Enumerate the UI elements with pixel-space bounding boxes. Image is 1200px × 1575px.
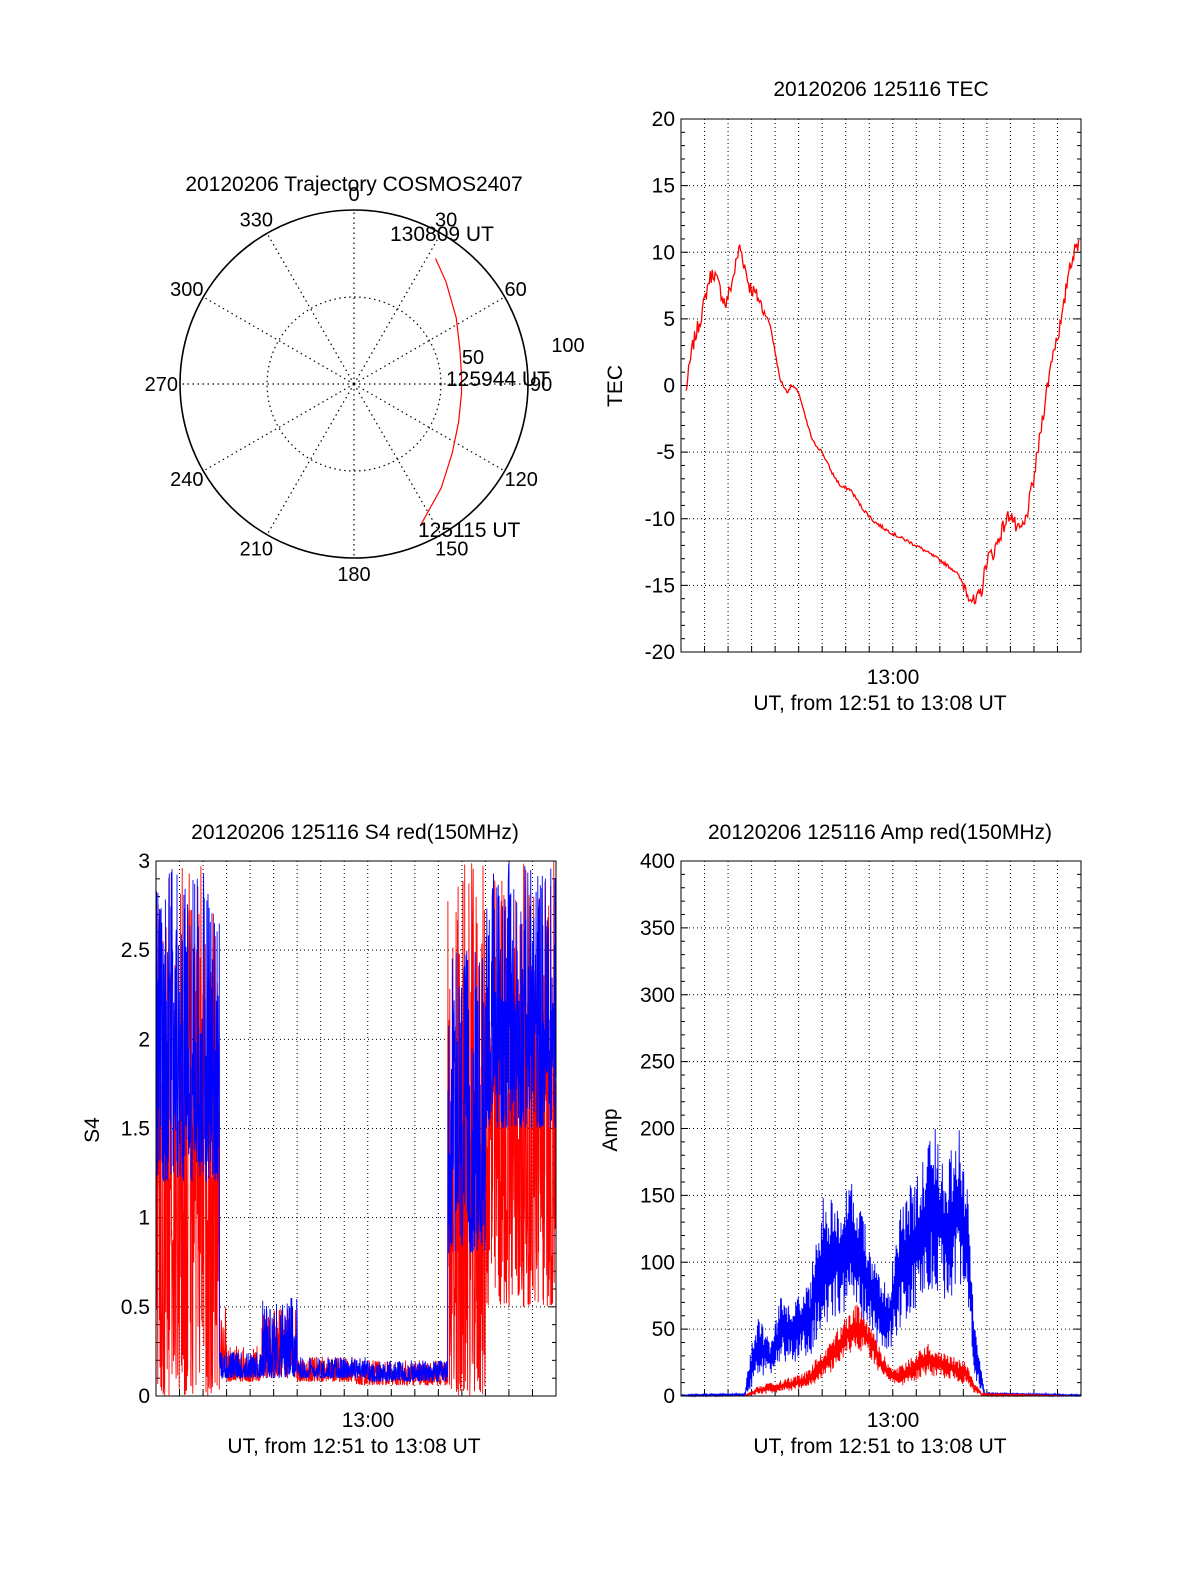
y-tick-label: 15 bbox=[652, 175, 675, 198]
polar-spoke-30 bbox=[353, 233, 442, 385]
amp-x-axis-label: UT, from 12:51 to 13:08 UT bbox=[753, 1435, 1006, 1458]
y-tick-label: 100 bbox=[640, 1251, 675, 1274]
polar-spoke-300 bbox=[203, 296, 355, 385]
polar-radial-tick-50: 50 bbox=[462, 347, 484, 369]
polar-angle-tick-30: 30 bbox=[435, 209, 457, 231]
amp-x-tick-label: 13:00 bbox=[867, 1409, 920, 1432]
tec-grid bbox=[681, 118, 1081, 653]
tec-series-line bbox=[685, 239, 1080, 605]
amp-red-series bbox=[681, 1304, 1081, 1398]
y-tick-label: -5 bbox=[656, 441, 675, 464]
polar-angle-tick-120: 120 bbox=[505, 469, 538, 491]
s4-x-axis-label: UT, from 12:51 to 13:08 UT bbox=[227, 1435, 480, 1458]
polar-spoke-120 bbox=[353, 383, 505, 472]
polar-outer-ring bbox=[179, 209, 529, 559]
y-tick-label: -20 bbox=[645, 641, 675, 664]
annotation-start-time: 125115 UT bbox=[418, 519, 521, 542]
polar-angle-tick-60: 60 bbox=[505, 279, 527, 301]
y-tick-label: 350 bbox=[640, 917, 675, 940]
amp-title: 20120206 125116 Amp red(150MHz) bbox=[708, 821, 1052, 844]
y-tick-label: 50 bbox=[652, 1318, 675, 1341]
amp-trace bbox=[681, 1304, 1081, 1398]
y-tick-label: 150 bbox=[640, 1184, 675, 1207]
polar-spoke-240 bbox=[203, 383, 355, 472]
y-tick-label: 10 bbox=[652, 241, 675, 264]
polar-spoke-60 bbox=[353, 296, 505, 385]
s4-trace bbox=[155, 861, 557, 1383]
tec-y-tick-labels: -20 -15 -10 -5 0 5 10 15 20 bbox=[645, 108, 675, 664]
tec-x-tick-label: 13:00 bbox=[867, 666, 920, 689]
polar-angle-tick-180: 180 bbox=[337, 564, 370, 586]
tec-title: 20120206 125116 TEC bbox=[773, 78, 988, 101]
annotation-end-time: 130809 UT bbox=[390, 223, 494, 246]
polar-angle-tick-300: 300 bbox=[170, 279, 203, 301]
polar-angle-tick-90: 90 bbox=[530, 374, 552, 396]
y-tick-label: 1 bbox=[138, 1207, 150, 1230]
trajectory-title: 20120206 Trajectory COSMOS2407 bbox=[185, 173, 522, 196]
y-tick-label: 0 bbox=[663, 375, 675, 398]
y-tick-label: 300 bbox=[640, 984, 675, 1007]
polar-spoke-150 bbox=[353, 383, 442, 535]
polar-grid bbox=[179, 209, 529, 559]
trajectory-track bbox=[419, 258, 463, 527]
polar-angle-tick-240: 240 bbox=[170, 469, 203, 491]
amp-y-tick-labels: 0 50 100 150 200 250 300 350 400 bbox=[640, 850, 675, 1408]
amp-plot-frame bbox=[680, 860, 1082, 1397]
s4-blue-series bbox=[155, 861, 557, 1383]
polar-angle-tick-330: 330 bbox=[240, 209, 273, 231]
y-tick-label: 400 bbox=[640, 850, 675, 873]
polar-angle-ticks: 0 30 60 90 120 150 180 210 240 270 300 330 bbox=[145, 184, 553, 586]
y-tick-label: 0.5 bbox=[121, 1296, 150, 1319]
s4-plot-frame bbox=[155, 860, 557, 1397]
s4-chart: 20120206 125116 S4 red(150MHz) 0 0.5 1 1.5 2… bbox=[81, 821, 557, 1458]
amp-y-axis-label: Amp bbox=[599, 1108, 622, 1151]
y-tick-label: 3 bbox=[138, 850, 150, 873]
polar-spoke-210 bbox=[266, 383, 355, 535]
polar-radial-tick-100: 100 bbox=[551, 335, 584, 357]
polar-angle-tick-210: 210 bbox=[240, 539, 273, 561]
y-tick-label: 200 bbox=[640, 1118, 675, 1141]
y-tick-label: 5 bbox=[663, 308, 675, 331]
y-tick-label: 0 bbox=[663, 1385, 675, 1408]
polar-angle-tick-0: 0 bbox=[348, 184, 359, 206]
y-tick-label: 1.5 bbox=[121, 1118, 150, 1141]
y-tick-label: 20 bbox=[652, 108, 675, 131]
tec-chart: 20120206 125116 TEC -20-15-10-505101520 … bbox=[604, 78, 1082, 715]
s4-x-tick-label: 13:00 bbox=[342, 1409, 395, 1432]
y-tick-label: 0 bbox=[138, 1385, 150, 1408]
y-tick-label: -15 bbox=[645, 574, 675, 597]
y-tick-label: -10 bbox=[645, 508, 675, 531]
s4-title: 20120206 125116 S4 red(150MHz) bbox=[191, 821, 519, 844]
tec-plot-frame bbox=[680, 118, 1082, 653]
polar-spoke-330 bbox=[266, 233, 355, 385]
trajectory-chart: 20120206 Trajectory COSMOS2407 030609012… bbox=[145, 173, 585, 586]
annotation-middle-time: 125944 UT bbox=[446, 368, 550, 391]
y-tick-label: 250 bbox=[640, 1051, 675, 1074]
polar-angle-tick-150: 150 bbox=[435, 539, 468, 561]
polar-angle-tick-270: 270 bbox=[145, 374, 178, 396]
y-tick-label: 2.5 bbox=[121, 939, 150, 962]
tec-x-axis-label: UT, from 12:51 to 13:08 UT bbox=[753, 692, 1006, 715]
y-tick-label: 2 bbox=[138, 1028, 150, 1051]
amp-chart: 20120206 125116 Amp red(150MHz) 0 50 100 15… bbox=[599, 821, 1082, 1458]
tec-y-axis-label: TEC bbox=[604, 365, 627, 407]
s4-y-axis-label: S4 bbox=[81, 1117, 104, 1143]
s4-y-tick-labels: 0 0.5 1 1.5 2 2.5 3 bbox=[121, 850, 150, 1408]
polar-ring-inner bbox=[266, 296, 442, 472]
